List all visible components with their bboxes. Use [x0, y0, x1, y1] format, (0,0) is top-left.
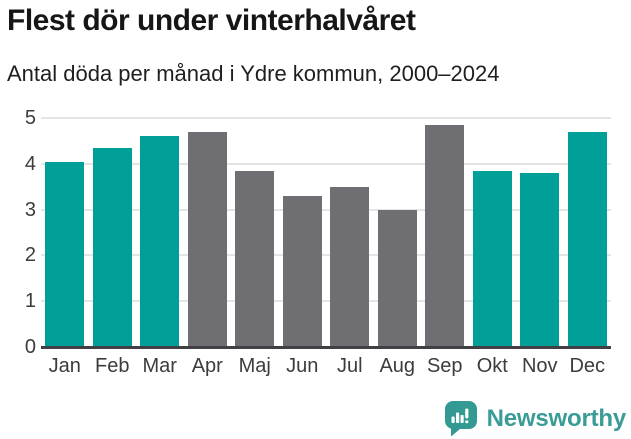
bar-jul [330, 186, 370, 347]
bar-slot-feb [89, 118, 137, 347]
y-tick-label-5: 5 [24, 107, 36, 129]
bar-slot-maj [231, 118, 279, 347]
y-axis: 0 1 2 3 4 5 [0, 107, 36, 358]
bar-maj [235, 170, 275, 347]
x-label-maj: Maj [238, 355, 271, 377]
bar-slot-aug [374, 118, 422, 347]
x-axis-line [41, 346, 611, 349]
y-tick-label-3: 3 [24, 198, 36, 221]
x-label-jun: Jun [286, 355, 319, 377]
x-label-okt: Okt [476, 355, 508, 377]
gridline-2 [41, 254, 611, 257]
bar-dec [567, 131, 607, 347]
bar-aug [377, 209, 417, 347]
bar-slot-jul [326, 118, 374, 347]
bar-slot-apr [184, 118, 232, 347]
x-label-sep: Sep [426, 355, 463, 377]
bar-nov [520, 172, 560, 347]
newsworthy-logo: Newsworthy [444, 400, 626, 437]
gridline-3 [41, 208, 611, 211]
y-tick-label-1: 1 [24, 290, 36, 313]
bar-okt [472, 170, 512, 347]
bar-jan [45, 161, 85, 347]
gridline-1 [41, 300, 611, 303]
gridline-5 [41, 117, 611, 119]
y-tick-label-2: 2 [24, 244, 36, 267]
x-label-apr: Apr [191, 355, 223, 377]
bar-chart-speech-bubble-icon [444, 401, 477, 437]
bar-jun [282, 195, 322, 347]
y-tick-label-0: 0 [24, 336, 36, 358]
bar-feb [92, 147, 132, 347]
x-label-jul: Jul [336, 355, 363, 377]
bar-slot-jun [279, 118, 327, 347]
x-label-aug: Aug [379, 355, 416, 377]
bars-row [41, 118, 611, 347]
gridline-4 [41, 162, 611, 165]
bar-slot-jan [41, 118, 89, 347]
plot-area [41, 117, 611, 347]
bar-apr [187, 131, 227, 347]
bar-mar [140, 136, 180, 347]
x-label-feb: Feb [95, 355, 130, 377]
brand-name: Newsworthy [486, 404, 627, 432]
x-label-jan: Jan [48, 355, 81, 377]
chart-title: Flest dör under vinterhalvåret [7, 4, 416, 37]
bar-sep [425, 124, 465, 347]
bar-slot-mar [136, 118, 184, 347]
x-label-mar: Mar [142, 355, 177, 377]
bar-slot-okt [469, 118, 517, 347]
x-axis: Jan Feb Mar Apr Maj Jun Jul Aug Sep Okt Nov Dec [41, 355, 611, 378]
x-label-nov: Nov [521, 355, 558, 377]
chart-subtitle: Antal döda per månad i Ydre kommun, 2000… [7, 61, 500, 86]
x-label-dec: Dec [569, 355, 606, 377]
bar-slot-dec [564, 118, 612, 347]
y-tick-label-4: 4 [24, 152, 36, 175]
bar-slot-nov [516, 118, 564, 347]
bar-slot-sep [421, 118, 469, 347]
